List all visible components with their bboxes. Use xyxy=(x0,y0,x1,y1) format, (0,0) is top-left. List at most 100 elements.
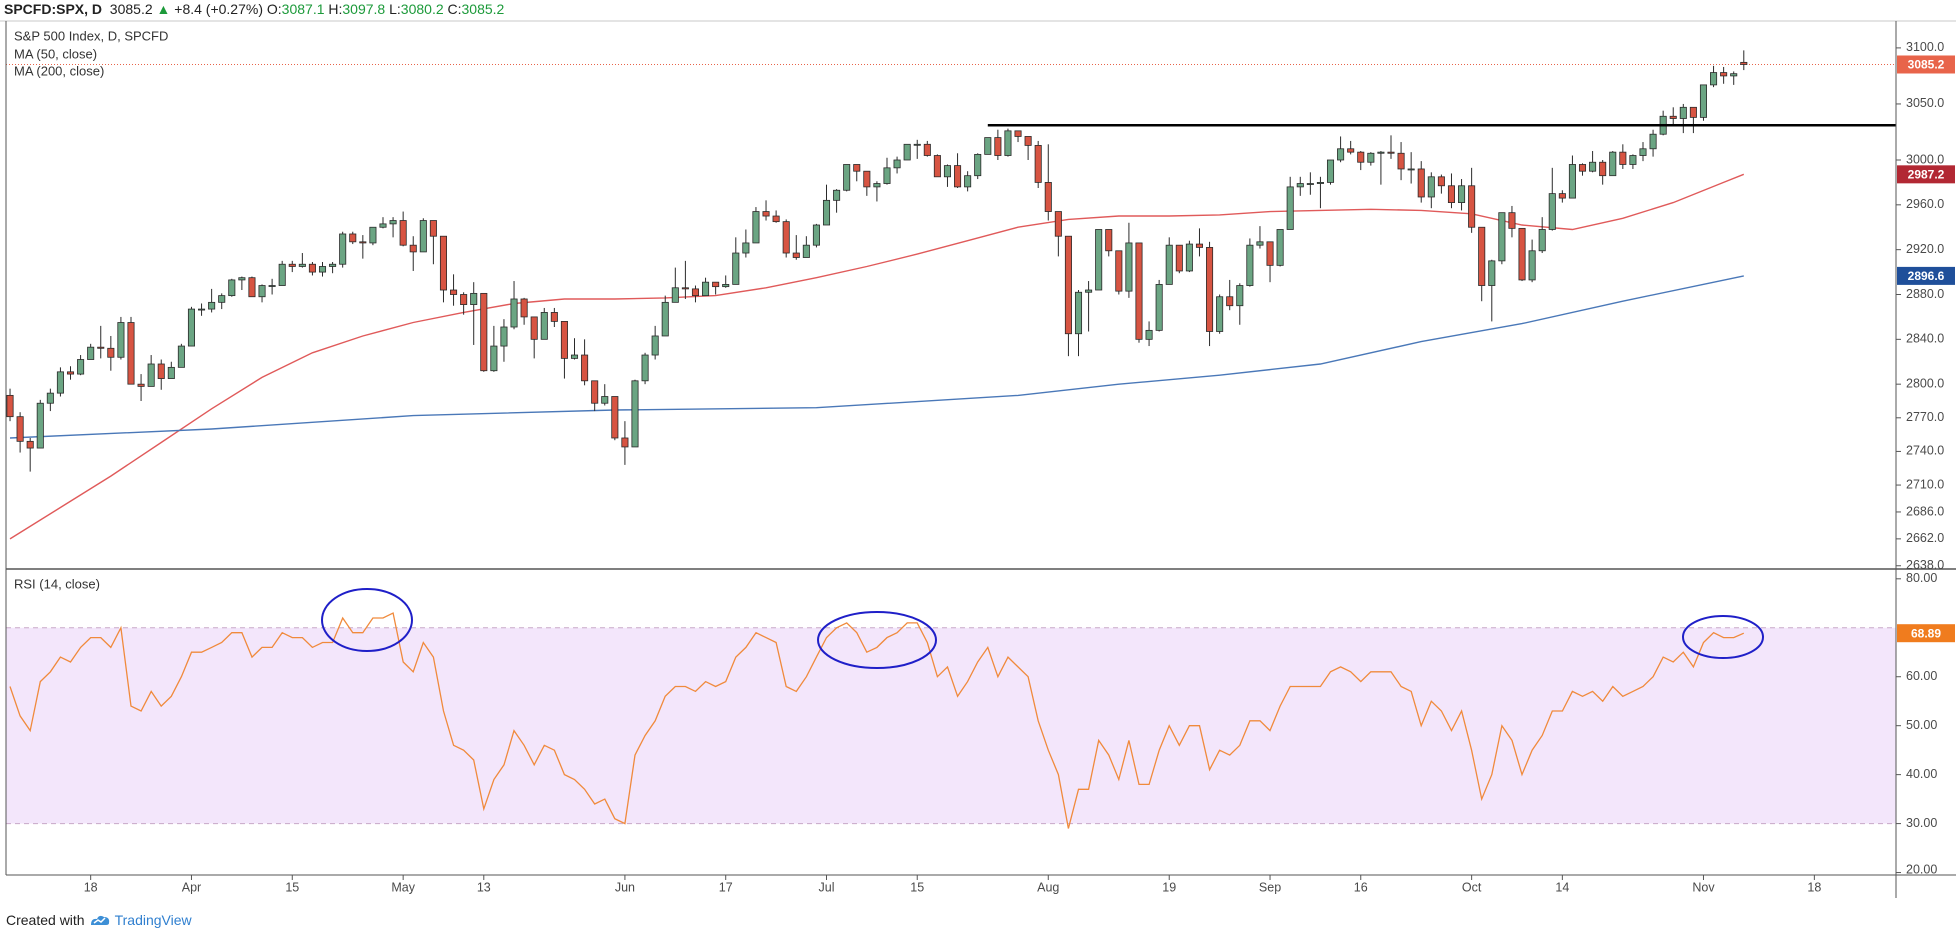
candle-body xyxy=(691,288,699,297)
candle-body xyxy=(66,371,75,375)
x-tick-label: 19 xyxy=(1162,880,1176,894)
candle-body xyxy=(1306,183,1314,185)
candle-body xyxy=(1286,186,1294,230)
candle-body xyxy=(1014,130,1022,137)
ohlc-value: 3087.1 xyxy=(281,1,325,17)
candle-body xyxy=(359,241,367,244)
y-tick-label: 3000.0 xyxy=(1906,152,1944,166)
candle-body xyxy=(228,279,236,297)
legend-entry: MA (200, close) xyxy=(14,63,104,78)
candle-body xyxy=(1347,148,1355,153)
y-tick-label: 2800.0 xyxy=(1906,376,1944,390)
candle-body xyxy=(1266,241,1274,266)
last-price-tag-bg xyxy=(1897,55,1955,74)
rsi-title: RSI (14, close) xyxy=(14,576,100,591)
candle-body xyxy=(6,394,14,418)
candle-body xyxy=(349,233,357,243)
candle-body xyxy=(107,347,115,358)
candle-body xyxy=(1206,247,1214,332)
candle-body xyxy=(530,316,538,340)
candle-body xyxy=(77,359,85,375)
x-tick-label: Jul xyxy=(819,880,835,894)
candle-body xyxy=(1538,229,1546,252)
candle-body xyxy=(218,295,226,303)
candle-body xyxy=(117,322,125,358)
rsi-line xyxy=(9,612,1745,829)
candle-body xyxy=(943,165,951,178)
candle-body xyxy=(1226,296,1234,307)
candle-body xyxy=(288,263,296,267)
x-tick-label: 18 xyxy=(1807,880,1821,894)
candle-body xyxy=(419,220,427,253)
candle-body xyxy=(1689,106,1697,118)
y-tick-label: 50.00 xyxy=(1906,718,1937,732)
symbol-header: SPCFD:SPX, D 3085.2 ▲ +8.4 (+0.27%) O:30… xyxy=(4,1,504,17)
y-tick-label: 2960.0 xyxy=(1906,197,1944,211)
candle-body xyxy=(460,294,468,305)
candle-body xyxy=(601,396,609,404)
candle-body xyxy=(137,383,145,387)
candle-body xyxy=(752,211,760,244)
last-price-tag: 3085.2 xyxy=(1908,58,1945,72)
candle-body xyxy=(1730,73,1738,77)
candle-body xyxy=(389,220,397,225)
candle-body xyxy=(1004,130,1012,156)
y-tick-label: 80.00 xyxy=(1906,571,1937,585)
candle-body xyxy=(1246,244,1254,286)
candle-body xyxy=(581,354,589,382)
candle-body xyxy=(157,363,165,379)
marks-layer xyxy=(6,50,1896,829)
candle-body xyxy=(1468,185,1476,228)
x-tick-label: 14 xyxy=(1555,880,1569,894)
footer-brand[interactable]: TradingView xyxy=(114,912,192,928)
candle-body xyxy=(1639,148,1647,156)
candle-body xyxy=(1085,289,1093,293)
last-price: 3085.2 xyxy=(109,1,153,17)
candle-body xyxy=(913,143,921,146)
candle-body xyxy=(722,284,730,288)
candle-body xyxy=(863,170,871,188)
candle-body xyxy=(591,380,599,404)
candle-body xyxy=(318,266,327,273)
ohlc-label: L: xyxy=(389,1,401,17)
candle-body xyxy=(1387,151,1395,154)
x-tick-label: 15 xyxy=(910,880,924,894)
candle-body xyxy=(329,263,337,267)
candle-body xyxy=(177,345,185,368)
ohlc-label: C: xyxy=(447,1,462,17)
candle-body xyxy=(782,221,790,254)
candle-body xyxy=(570,354,579,359)
candle-body xyxy=(1095,229,1103,291)
candle-body xyxy=(812,224,820,246)
candle-body xyxy=(631,380,639,448)
candle-body xyxy=(1054,211,1062,237)
ohlc-label: O: xyxy=(266,1,282,17)
candle-body xyxy=(1720,72,1728,77)
x-tick-label: Jun xyxy=(615,880,635,894)
legend-title: S&P 500 Index, D, SPCFD xyxy=(14,28,168,43)
candle-body xyxy=(500,326,508,347)
highlight-ellipse xyxy=(1682,615,1764,659)
candle-body xyxy=(732,252,740,285)
candle-body xyxy=(1296,183,1304,188)
y-tick-label: 40.00 xyxy=(1906,767,1937,781)
x-tick-label: 17 xyxy=(719,880,733,894)
candle-body xyxy=(843,164,851,191)
candle-body xyxy=(1074,291,1083,335)
candle-body xyxy=(1256,241,1264,246)
candle-body xyxy=(883,167,891,184)
legend-entry: MA (50, close) xyxy=(14,46,97,61)
x-tick-label: 16 xyxy=(1354,880,1368,894)
candle-body xyxy=(974,153,982,177)
candle-body xyxy=(984,137,992,155)
candle-body xyxy=(238,277,246,281)
candle-body xyxy=(1528,250,1536,281)
candle-body xyxy=(399,220,407,246)
x-tick-label: Oct xyxy=(1462,880,1482,894)
candle-body xyxy=(1397,152,1405,170)
candle-body xyxy=(994,137,1002,156)
candle-body xyxy=(1508,212,1516,229)
x-tick-label: Apr xyxy=(182,880,201,894)
y-tick-label: 20.00 xyxy=(1906,862,1937,876)
